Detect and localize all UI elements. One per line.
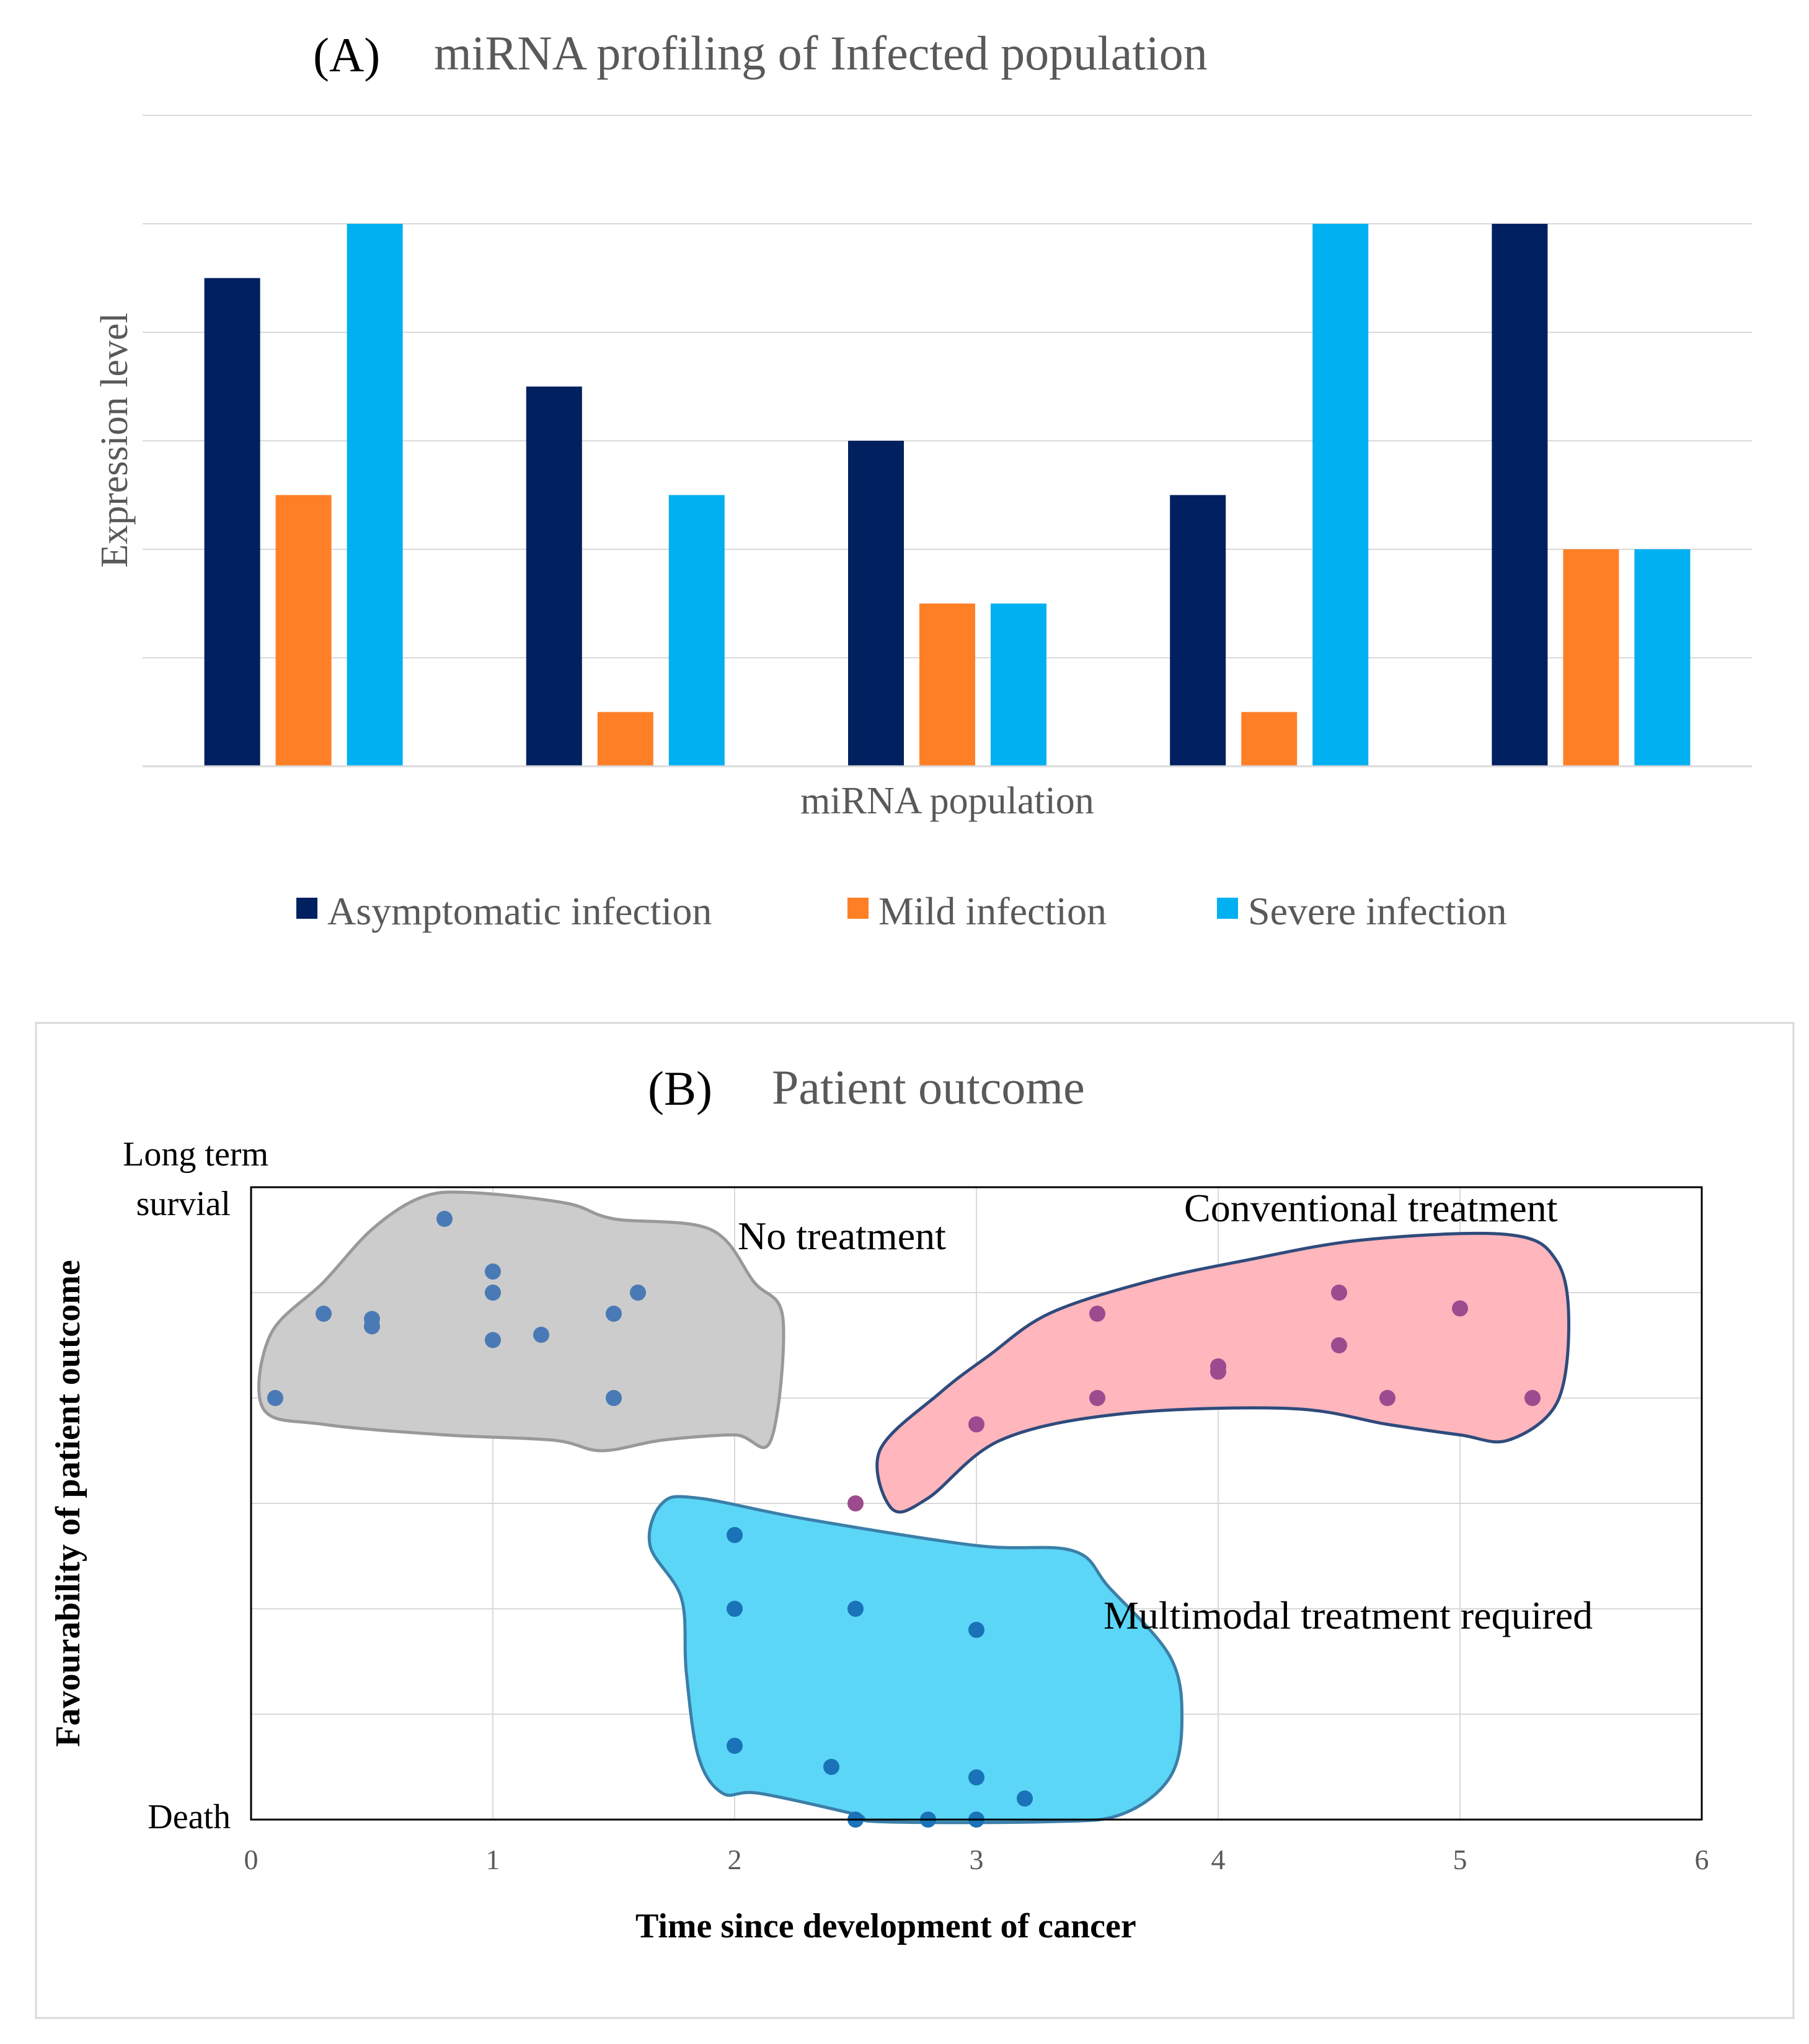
bar-asymptomatic-infection-4 bbox=[1170, 495, 1226, 766]
point-conventional-treatment bbox=[1331, 1337, 1347, 1353]
region-no-treatment bbox=[257, 1190, 785, 1453]
panel-a-legend: Asymptomatic infection Mild infection Se… bbox=[296, 889, 1507, 933]
point-multimodal-treatment-required bbox=[968, 1622, 984, 1638]
panel-b-x-tick-label: 5 bbox=[1453, 1844, 1467, 1875]
panel-b-frame bbox=[35, 1022, 1795, 2019]
point-multimodal-treatment-required bbox=[1017, 1790, 1033, 1807]
point-multimodal-treatment-required bbox=[968, 1769, 984, 1785]
bar-severe-infection-1 bbox=[347, 224, 403, 766]
point-no-treatment bbox=[485, 1263, 501, 1280]
point-no-treatment bbox=[436, 1211, 453, 1227]
point-conventional-treatment bbox=[1452, 1300, 1468, 1317]
bar-mild-infection-4 bbox=[1241, 712, 1298, 766]
bar-asymptomatic-infection-5 bbox=[1492, 224, 1548, 766]
region-label-multimodal-treatment: Multimodal treatment required bbox=[1104, 1593, 1593, 1637]
panel-b-scatter-chart: (B) Patient outcome 0 1 2 3 4 5 6 Time since d… bbox=[35, 1022, 1795, 2019]
panel-b-x-axis-label: Time since development of cancer bbox=[635, 1907, 1136, 1945]
panel-b-x-tick-label: 2 bbox=[728, 1844, 742, 1875]
point-no-treatment bbox=[316, 1306, 332, 1322]
legend-label-severe: Severe infection bbox=[1248, 889, 1507, 933]
bar-asymptomatic-infection-2 bbox=[526, 386, 582, 766]
point-multimodal-treatment-required bbox=[823, 1759, 839, 1775]
panel-b-y-axis-label: Favourability of patient outcome bbox=[49, 1260, 87, 1746]
panel-b-title: Patient outcome bbox=[772, 1060, 1085, 1114]
bar-severe-infection-5 bbox=[1634, 549, 1691, 766]
legend-label-mild: Mild infection bbox=[878, 889, 1107, 933]
panel-a-x-axis-label: miRNA population bbox=[800, 780, 1094, 822]
panel-b-y-bottom-label: Death bbox=[148, 1798, 231, 1836]
point-conventional-treatment bbox=[847, 1495, 864, 1511]
point-no-treatment bbox=[606, 1390, 622, 1406]
point-conventional-treatment bbox=[968, 1416, 984, 1433]
point-conventional-treatment bbox=[1089, 1306, 1105, 1322]
legend-swatch-mild bbox=[847, 898, 869, 919]
point-no-treatment bbox=[606, 1306, 622, 1322]
point-no-treatment bbox=[364, 1318, 380, 1335]
legend-swatch-asymptomatic bbox=[296, 898, 317, 919]
panel-a-bar-chart: (A) miRNA profiling of Infected populati… bbox=[94, 26, 1752, 933]
bar-severe-infection-3 bbox=[991, 603, 1046, 766]
panel-a-gridlines bbox=[143, 115, 1752, 658]
point-conventional-treatment bbox=[1524, 1390, 1541, 1406]
point-no-treatment bbox=[485, 1332, 501, 1348]
region-label-no-treatment: No treatment bbox=[738, 1214, 946, 1258]
panel-b-y-top-label: Long term survial bbox=[123, 1135, 268, 1223]
panel-a-y-axis-label: Expression level bbox=[94, 312, 136, 568]
bar-mild-infection-1 bbox=[275, 495, 332, 766]
panel-a-bars bbox=[204, 224, 1691, 766]
panel-b-plot-border bbox=[250, 1186, 1703, 1821]
panel-b-label: (B) bbox=[648, 1061, 712, 1115]
region-label-conventional-treatment: Conventional treatment bbox=[1184, 1186, 1558, 1230]
legend-swatch-severe bbox=[1217, 898, 1238, 919]
point-conventional-treatment bbox=[1331, 1285, 1347, 1301]
point-multimodal-treatment-required bbox=[727, 1601, 743, 1617]
point-multimodal-treatment-required bbox=[847, 1601, 864, 1617]
panel-b-y-top-label-line: Long term bbox=[123, 1135, 268, 1174]
point-conventional-treatment bbox=[1210, 1363, 1226, 1380]
bar-mild-infection-3 bbox=[919, 603, 975, 766]
point-multimodal-treatment-required bbox=[727, 1527, 743, 1543]
panel-b-x-tick-label: 0 bbox=[244, 1844, 259, 1875]
point-multimodal-treatment-required bbox=[727, 1738, 743, 1754]
bar-severe-infection-4 bbox=[1312, 224, 1369, 766]
point-no-treatment bbox=[533, 1327, 549, 1343]
panel-b-x-tick-label: 1 bbox=[486, 1844, 500, 1875]
panel-a-label: (A) bbox=[313, 28, 380, 82]
point-conventional-treatment bbox=[1089, 1390, 1105, 1406]
panel-b-points bbox=[267, 1211, 1541, 1828]
bar-mild-infection-5 bbox=[1563, 549, 1619, 766]
panel-a-title: miRNA profiling of Infected population bbox=[434, 26, 1208, 80]
point-no-treatment bbox=[630, 1285, 646, 1301]
panel-b-x-tick-label: 3 bbox=[970, 1844, 984, 1875]
panel-b-x-tick-label: 4 bbox=[1211, 1844, 1226, 1875]
panel-b-x-tick-label: 6 bbox=[1695, 1844, 1709, 1875]
panel-b-x-ticks: 0 1 2 3 4 5 6 bbox=[244, 1844, 1709, 1875]
point-no-treatment bbox=[267, 1390, 283, 1406]
bar-severe-infection-2 bbox=[668, 495, 725, 766]
point-no-treatment bbox=[485, 1285, 501, 1301]
panel-b-y-top-label-line: survial bbox=[136, 1185, 231, 1223]
bar-mild-infection-2 bbox=[597, 712, 653, 766]
bar-asymptomatic-infection-3 bbox=[848, 441, 904, 766]
bar-asymptomatic-infection-1 bbox=[204, 278, 260, 766]
legend-label-asymptomatic: Asymptomatic infection bbox=[327, 889, 712, 933]
point-conventional-treatment bbox=[1379, 1390, 1395, 1406]
